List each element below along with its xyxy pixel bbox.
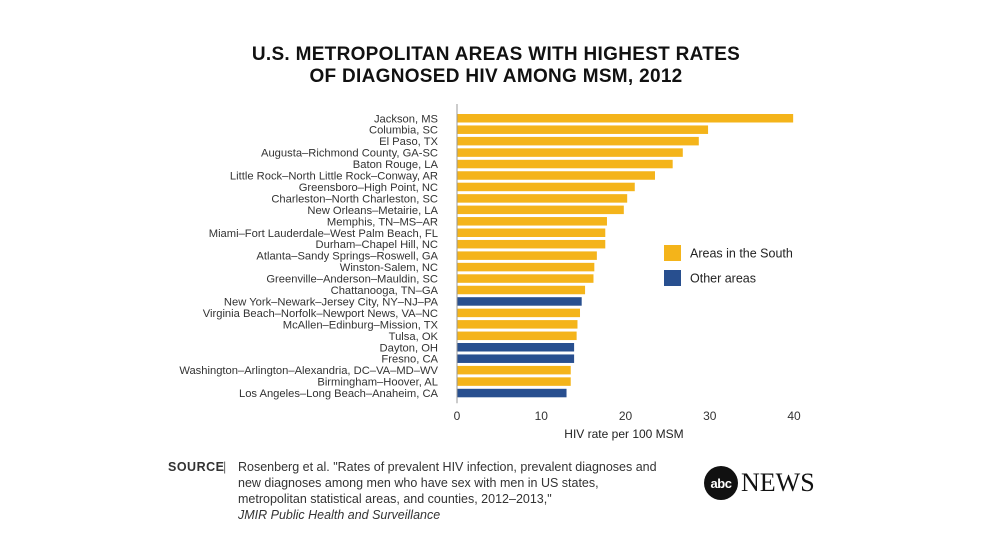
category-label: Birmingham–Hoover, AL <box>317 377 438 389</box>
category-label: Augusta–Richmond County, GA-SC <box>261 148 438 160</box>
source-label: SOURCE <box>168 460 225 474</box>
bar <box>457 297 582 306</box>
category-label: Virginia Beach–Norfolk–Newport News, VA–… <box>203 308 438 320</box>
category-label: New York–Newark–Jersey City, NY–NJ–PA <box>224 296 439 308</box>
source-separator: | <box>223 460 227 474</box>
bar <box>457 159 673 169</box>
legend-label: Other areas <box>690 272 756 286</box>
category-label: Columbia, SC <box>369 125 438 137</box>
category-label: Winston-Salem, NC <box>340 262 438 274</box>
category-label: Baton Rouge, LA <box>353 159 439 171</box>
category-label: Los Angeles–Long Beach–Anaheim, CA <box>239 388 439 400</box>
bar <box>457 205 624 215</box>
category-label: Little Rock–North Little Rock–Conway, AR <box>230 171 438 183</box>
bar <box>457 285 586 295</box>
category-label: Jackson, MS <box>374 113 438 125</box>
bar <box>457 388 567 398</box>
bar <box>457 343 575 352</box>
x-tick-label: 30 <box>703 409 717 423</box>
x-tick-label: 20 <box>619 409 633 423</box>
category-label: Atlanta–Sandy Springs–Roswell, GA <box>256 251 438 263</box>
bar <box>457 274 594 283</box>
abc-news-logo: abc NEWS <box>704 466 815 500</box>
bar <box>457 148 683 157</box>
category-label: Charleston–North Charleston, SC <box>271 193 438 205</box>
source-citation-text: Rosenberg et al. "Rates of prevalent HIV… <box>238 460 657 506</box>
source-journal: JMIR Public Health and Surveillance <box>238 508 441 522</box>
bar <box>457 377 571 386</box>
news-wordmark: NEWS <box>741 468 815 497</box>
category-label: Durham–Chapel Hill, NC <box>316 239 438 251</box>
bar <box>457 365 571 375</box>
bar <box>457 125 709 134</box>
source-citation: Rosenberg et al. "Rates of prevalent HIV… <box>238 459 658 523</box>
bar <box>457 228 606 237</box>
x-axis-label: HIV rate per 100 MSM <box>564 427 683 441</box>
bar <box>457 354 575 363</box>
bar <box>457 194 628 203</box>
bar <box>457 262 595 272</box>
bar <box>457 251 597 260</box>
legend-label: Areas in the South <box>690 247 793 261</box>
category-label: Memphis, TN–MS–AR <box>327 216 438 228</box>
bar <box>457 217 607 226</box>
category-label: McAllen–Edinburg–Mission, TX <box>283 319 439 331</box>
bar <box>457 136 699 146</box>
chart-title-line-2: OF DIAGNOSED HIV AMONG MSM, 2012 <box>309 66 683 87</box>
x-tick-label: 0 <box>454 409 461 423</box>
category-label: Miami–Fort Lauderdale–West Palm Beach, F… <box>209 228 438 240</box>
category-label: Chattanooga, TN–GA <box>331 285 439 297</box>
category-label: New Orleans–Metairie, LA <box>307 205 438 217</box>
bar <box>457 308 581 318</box>
category-label: Washington–Arlington–Alexandria, DC–VA–M… <box>179 365 438 377</box>
bar <box>457 320 578 329</box>
chart-title: U.S. METROPOLITAN AREAS WITH HIGHEST RAT… <box>0 44 992 88</box>
abc-logo-circle: abc <box>704 466 738 500</box>
bar <box>457 331 577 341</box>
category-label: Dayton, OH <box>380 342 438 354</box>
x-tick-label: 40 <box>787 409 801 423</box>
x-tick-label: 10 <box>535 409 549 423</box>
chart-title-line-1: U.S. METROPOLITAN AREAS WITH HIGHEST RAT… <box>251 44 741 65</box>
bar <box>457 182 635 192</box>
bar <box>457 114 794 123</box>
category-label: Greenville–Anderson–Mauldin, SC <box>266 274 438 286</box>
category-label: Tulsa, OK <box>389 331 439 343</box>
category-label: Fresno, CA <box>381 354 438 366</box>
category-label: El Paso, TX <box>379 136 438 148</box>
category-label: Greensboro–High Point, NC <box>299 182 438 194</box>
legend-swatch <box>664 245 681 261</box>
legend-swatch <box>664 270 681 286</box>
bar <box>457 239 606 249</box>
bar <box>457 171 655 180</box>
